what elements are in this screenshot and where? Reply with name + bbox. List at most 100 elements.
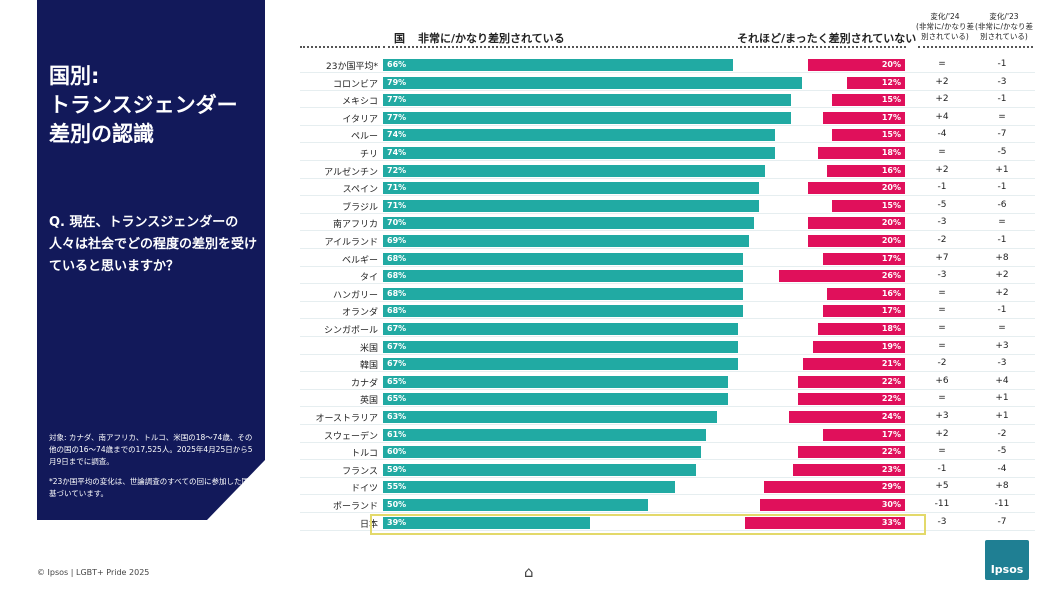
table-row: コロンビア 79% 12% +2 -3: [300, 74, 1035, 91]
country-label: アルゼンチン: [324, 167, 378, 178]
not-discriminated-bar: 17%: [822, 111, 905, 124]
discriminated-bar: 59%: [383, 463, 696, 476]
discriminated-value: 77%: [387, 112, 407, 122]
change-24: =: [938, 147, 946, 157]
table-row: ベルギー 68% 17% +7 +8: [300, 250, 1035, 267]
change-23: -6: [997, 199, 1007, 210]
change-23: -5: [997, 446, 1007, 457]
not-discriminated-bar: 22%: [798, 446, 905, 459]
change-23: -2: [997, 428, 1007, 439]
not-discriminated-bar: 22%: [798, 375, 905, 388]
change-24: +2: [935, 164, 949, 175]
discriminated-bar: 74%: [383, 147, 776, 159]
not-discriminated-bar: 30%: [759, 499, 905, 511]
table-row: スペイン 71% 20% -1 -1: [300, 179, 1035, 197]
discriminated-bar: 69%: [383, 235, 749, 247]
home-icon[interactable]: ⌂: [524, 563, 534, 581]
not-discriminated-value: 19%: [881, 341, 901, 351]
country-label: ポーランド: [332, 502, 378, 512]
discriminated-value: 60%: [387, 447, 407, 457]
page-title: 国別: トランスジェンダー 差別の認識: [49, 64, 238, 146]
change-23: +1: [995, 164, 1009, 175]
not-discriminated-value: 16%: [881, 288, 901, 298]
country-label: フランス: [342, 466, 378, 477]
not-discriminated-value: 22%: [881, 394, 901, 404]
not-discriminated-bar: 20%: [808, 235, 905, 247]
discriminated-value: 79%: [387, 77, 407, 87]
discriminated-value: 66%: [387, 60, 407, 69]
discriminated-bar: 68%: [383, 305, 744, 318]
change-24: =: [938, 340, 946, 351]
discriminated-bar: 50%: [383, 499, 648, 511]
change-24: -4: [937, 129, 947, 140]
change-23: -3: [997, 76, 1007, 87]
not-discriminated-value: 20%: [881, 218, 901, 228]
not-discriminated-bar: 16%: [827, 164, 905, 177]
discriminated-bar: 61%: [383, 428, 707, 441]
discriminated-value: 67%: [387, 341, 407, 351]
table-row: スウェーデン 61% 17% +2 -2: [300, 426, 1035, 443]
change-23: =: [998, 111, 1006, 122]
country-label: ハンガリー: [332, 290, 378, 301]
not-discriminated-value: 29%: [881, 482, 901, 492]
change-24: +5: [935, 481, 949, 492]
country-label: 南アフリカ: [332, 220, 378, 231]
change-23: -7: [997, 129, 1007, 140]
discriminated-value: 68%: [387, 306, 407, 316]
discriminated-value: 74%: [387, 130, 407, 140]
not-discriminated-value: 20%: [881, 236, 901, 245]
not-discriminated-value: 21%: [881, 359, 901, 369]
header-discriminated: 非常に/かなり差別されている: [418, 32, 565, 45]
discriminated-bar: 74%: [383, 129, 776, 142]
divider: [383, 46, 906, 48]
change-24: =: [938, 287, 946, 298]
discriminated-bar: 68%: [383, 287, 744, 300]
change-23: -7: [997, 516, 1007, 527]
discriminated-bar: 65%: [383, 393, 728, 406]
discriminated-bar: 39%: [383, 516, 590, 529]
table-row: 日本 39% 33% -3 -7: [300, 514, 1035, 531]
discriminated-value: 39%: [387, 517, 407, 527]
not-discriminated-value: 23%: [881, 464, 901, 474]
change-23: +1: [995, 393, 1009, 404]
header-change-23: 変化/'23 (非常に/かなり差別されている): [975, 12, 1033, 41]
discriminated-value: 50%: [387, 500, 407, 509]
discriminated-value: 65%: [387, 376, 407, 386]
table-row: 米国 67% 19% = +3: [300, 338, 1035, 355]
change-23: +2: [995, 270, 1009, 281]
not-discriminated-bar: 21%: [803, 358, 905, 371]
change-24: -2: [937, 235, 947, 245]
change-23: +8: [995, 481, 1009, 492]
change-24: =: [938, 446, 946, 457]
discriminated-value: 72%: [387, 165, 407, 175]
change-24: +4: [935, 111, 949, 122]
not-discriminated-value: 15%: [881, 200, 901, 210]
header-country: 国: [394, 32, 405, 45]
not-discriminated-value: 16%: [881, 165, 901, 175]
change-23: +2: [995, 287, 1009, 298]
discriminated-value: 77%: [387, 95, 407, 105]
country-label: トルコ: [351, 449, 378, 460]
discriminated-value: 67%: [387, 324, 407, 333]
change-23: -1: [997, 59, 1007, 69]
not-discriminated-value: 17%: [881, 306, 901, 316]
not-discriminated-value: 20%: [881, 183, 901, 193]
change-24: +6: [935, 375, 949, 386]
discriminated-value: 71%: [387, 183, 407, 193]
discriminated-bar: 67%: [383, 358, 739, 371]
not-discriminated-bar: 20%: [808, 59, 905, 71]
change-24: +2: [935, 428, 949, 439]
change-23: +1: [995, 411, 1009, 421]
country-label: スウェーデン: [323, 431, 378, 442]
not-discriminated-bar: 18%: [817, 147, 905, 159]
not-discriminated-bar: 20%: [808, 182, 905, 195]
country-label: 英国: [359, 396, 378, 407]
not-discriminated-bar: 15%: [832, 94, 905, 107]
table-row: 23か国平均* 66% 20% = -1: [300, 56, 1035, 73]
table-row: カナダ 65% 22% +6 +4: [300, 373, 1035, 390]
change-24: -3: [937, 270, 947, 281]
change-23: -5: [997, 147, 1007, 157]
not-discriminated-bar: 17%: [822, 252, 905, 265]
table-row: ポーランド 50% 30% -11 -11: [300, 496, 1035, 513]
table-row: メキシコ 77% 15% +2 -1: [300, 91, 1035, 109]
